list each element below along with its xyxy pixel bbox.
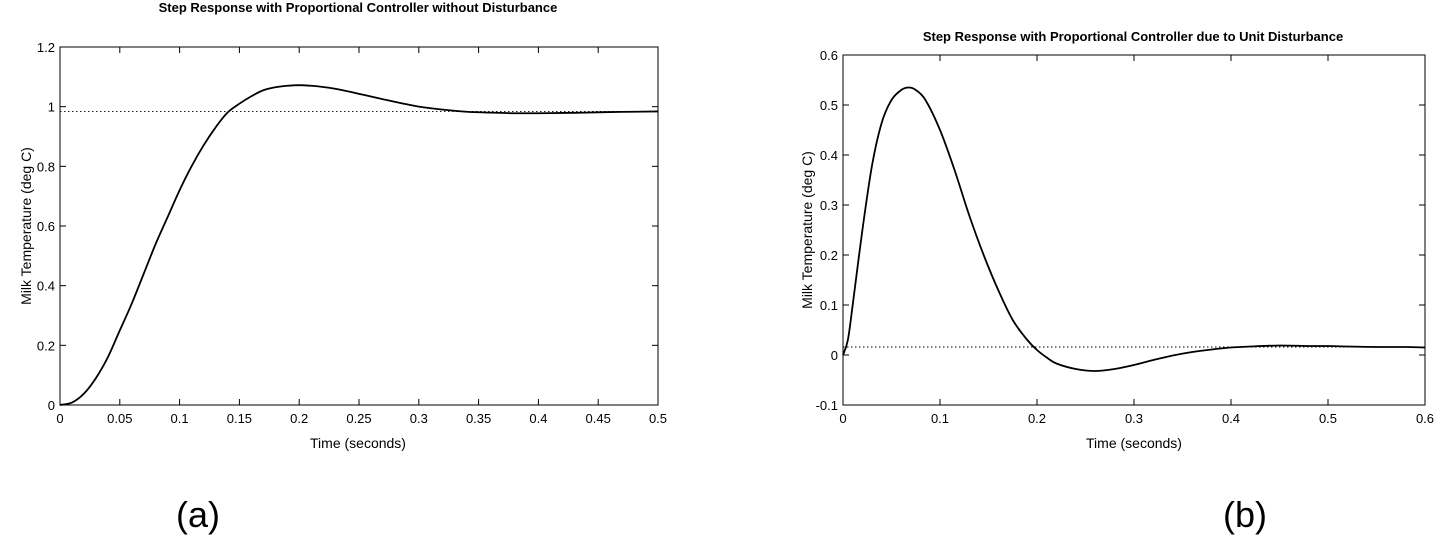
- chart-a-title: Step Response with Proportional Controll…: [159, 0, 558, 15]
- chart-b-xtick-label: 0.6: [1416, 411, 1434, 426]
- chart-b-panel-label: (b): [1223, 494, 1267, 535]
- chart-b-ytick-label: 0: [831, 348, 838, 363]
- chart-a-xtick-label: 0.2: [290, 411, 308, 426]
- chart-a-xtick-label: 0.35: [466, 411, 491, 426]
- chart-b-ytick-label: -0.1: [816, 398, 838, 413]
- chart-b-xlabel: Time (seconds): [1086, 435, 1182, 451]
- chart-a-xtick-label: 0.05: [107, 411, 132, 426]
- chart-b-ytick-label: 0.1: [820, 298, 838, 313]
- chart-b-ytick-label: 0.4: [820, 148, 838, 163]
- chart-a-panel-label: (a): [176, 494, 220, 535]
- chart-a-plot-frame: [59, 46, 659, 406]
- chart-b-xtick-label: 0.1: [931, 411, 949, 426]
- chart-b-xtick-label: 0.5: [1319, 411, 1337, 426]
- chart-a-xlabel: Time (seconds): [310, 435, 406, 451]
- chart-a-ytick-label: 0: [48, 398, 55, 413]
- chart-a-xtick-label: 0.5: [649, 411, 667, 426]
- chart-a-ytick-label: 0.2: [37, 338, 55, 353]
- chart-b: Step Response with Proportional Controll…: [799, 29, 1434, 535]
- chart-b-ytick-label: 0.6: [820, 48, 838, 63]
- chart-b-title: Step Response with Proportional Controll…: [923, 29, 1343, 44]
- chart-a-xtick-label: 0: [56, 411, 63, 426]
- chart-a-ytick-label: 1: [48, 100, 55, 115]
- chart-a-xtick-label: 0.25: [346, 411, 371, 426]
- chart-b-ytick-label: 0.2: [820, 248, 838, 263]
- chart-a-series-line: [59, 84, 659, 406]
- chart-b-ticks: 0 0.1 0.2 0.3 0.4 0.5 0.6-0.100.10.20.30.40.50…: [816, 48, 1434, 426]
- chart-a-ylabel: Milk Temperature (deg C): [18, 147, 34, 305]
- chart-b-ytick-label: 0.5: [820, 98, 838, 113]
- chart-a-xtick-label: 0.3: [410, 411, 428, 426]
- chart-a-ticks: 0 0.05 0.1 0.15 0.2 0.25 0.3 0.35 0.4 0.45 0.5 0 0.2…: [37, 40, 667, 426]
- chart-b-xtick-label: 0: [839, 411, 846, 426]
- chart-a-ytick-label: 0.8: [37, 159, 55, 174]
- chart-a-ytick-label: 0.6: [37, 219, 55, 234]
- chart-a-xtick-label: 0.1: [171, 411, 189, 426]
- chart-a-ytick-label: 1.2: [37, 40, 55, 55]
- chart-a-xtick-label: 0.4: [529, 411, 547, 426]
- chart-a-ytick-label: 0.4: [37, 279, 55, 294]
- chart-b-ytick-label: 0.3: [820, 198, 838, 213]
- chart-b-xtick-label: 0.4: [1222, 411, 1240, 426]
- chart-b-xtick-label: 0.2: [1028, 411, 1046, 426]
- chart-b-xtick-label: 0.3: [1125, 411, 1143, 426]
- chart-a-xtick-label: 0.45: [586, 411, 611, 426]
- chart-a-xtick-label: 0.15: [227, 411, 252, 426]
- chart-b-series-line: [842, 86, 1426, 372]
- chart-b-ylabel: Milk Temperature (deg C): [799, 151, 815, 309]
- chart-a: Step Response with Proportional Controll…: [18, 0, 667, 535]
